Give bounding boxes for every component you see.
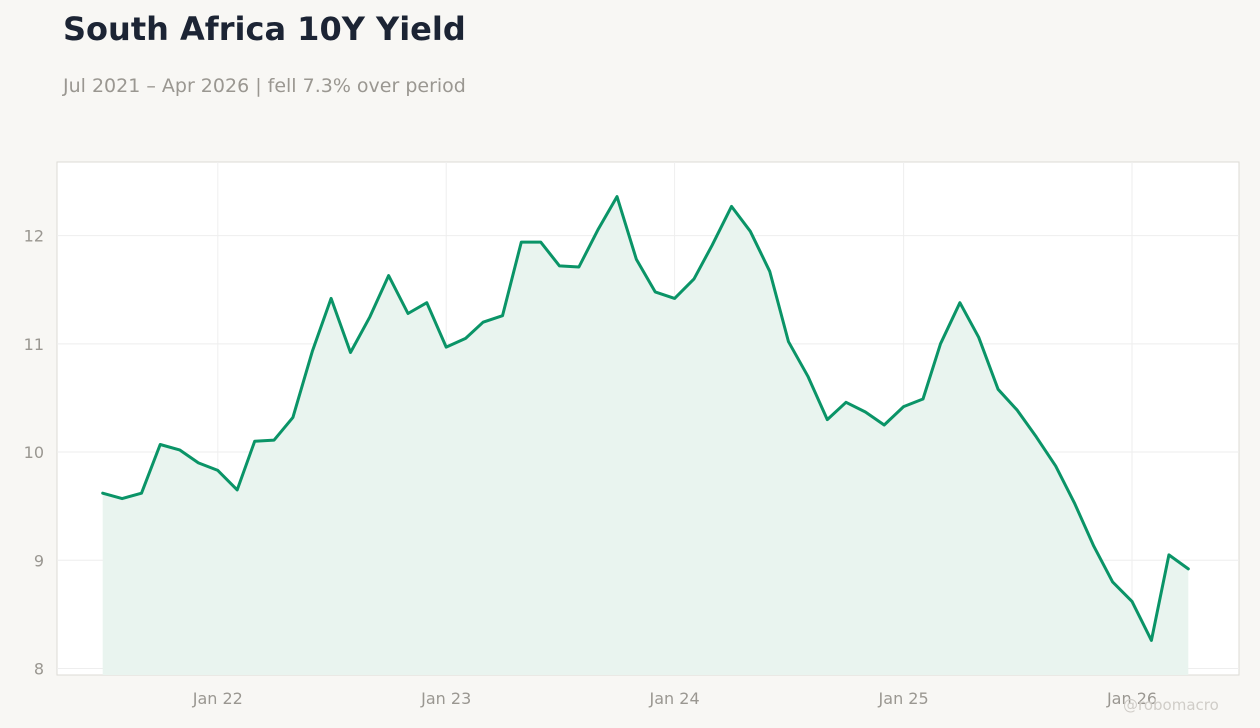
area-fill xyxy=(102,196,1189,675)
x-tick-label: Jan 26 xyxy=(1106,689,1157,708)
x-tick-label: Jan 23 xyxy=(420,689,471,708)
x-tick-label: Jan 24 xyxy=(649,689,700,708)
y-tick-label: 11 xyxy=(24,335,44,354)
y-tick-label: 12 xyxy=(24,227,44,246)
x-tick-label: Jan 25 xyxy=(878,689,929,708)
series-line xyxy=(101,195,1190,642)
y-tick-label: 10 xyxy=(24,443,44,462)
y-tick-label: 9 xyxy=(34,551,44,570)
chart-subtitle: Jul 2021 – Apr 2026 | fell 7.3% over per… xyxy=(63,75,466,97)
x-tick-label: Jan 22 xyxy=(192,689,243,708)
chart-title: South Africa 10Y Yield xyxy=(63,10,466,48)
y-tick-label: 8 xyxy=(34,660,44,679)
watermark: @robomacro xyxy=(1123,696,1219,714)
